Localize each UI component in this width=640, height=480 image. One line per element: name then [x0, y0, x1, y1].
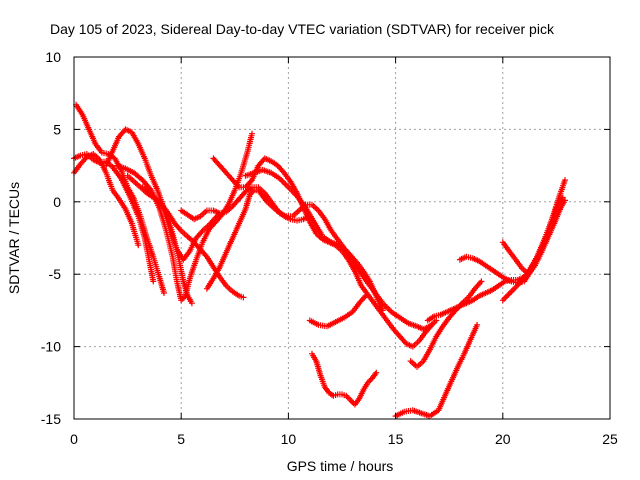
y-tick-label: -5: [49, 266, 62, 282]
series-arc18: [499, 177, 568, 304]
series-arc19: [499, 197, 568, 278]
data-markers: [242, 166, 440, 333]
series-arc5: [113, 130, 255, 304]
data-markers: [309, 350, 380, 408]
axis-ticks: [73, 56, 611, 420]
plot-frame: [73, 56, 611, 420]
x-tick-labels: 0 5 10 15 20 25: [70, 431, 618, 447]
x-tick-label: 25: [602, 431, 618, 447]
series-arc3: [73, 101, 167, 296]
grid-lines: [74, 57, 610, 419]
x-tick-label: 0: [70, 431, 78, 447]
data-markers: [113, 130, 255, 304]
data-markers: [139, 184, 247, 301]
series-arc13: [306, 292, 369, 330]
y-tick-label: -15: [41, 411, 61, 427]
data-markers: [499, 177, 568, 304]
y-tick-label: 5: [53, 121, 61, 137]
series-arc12: [309, 350, 380, 408]
x-tick-label: 5: [177, 431, 185, 447]
series-arc7: [139, 184, 247, 301]
x-tick-label: 10: [281, 431, 297, 447]
x-tick-label: 20: [495, 431, 511, 447]
y-tick-label: 0: [53, 194, 61, 210]
data-points: [71, 101, 568, 420]
y-axis-label: SDTVAR / TECUs: [6, 182, 22, 294]
y-tick-label: -10: [41, 339, 61, 355]
data-markers: [306, 292, 369, 330]
x-axis-label: GPS time / hours: [287, 458, 394, 474]
y-tick-labels: 10 5 0 -5 -10 -15: [41, 49, 61, 427]
data-markers: [499, 197, 568, 278]
y-tick-label: 10: [45, 49, 61, 65]
series-arc11: [242, 166, 440, 333]
data-markers: [73, 101, 167, 296]
chart-title: Day 105 of 2023, Sidereal Day-to-day VTE…: [50, 21, 555, 37]
x-tick-label: 15: [388, 431, 404, 447]
